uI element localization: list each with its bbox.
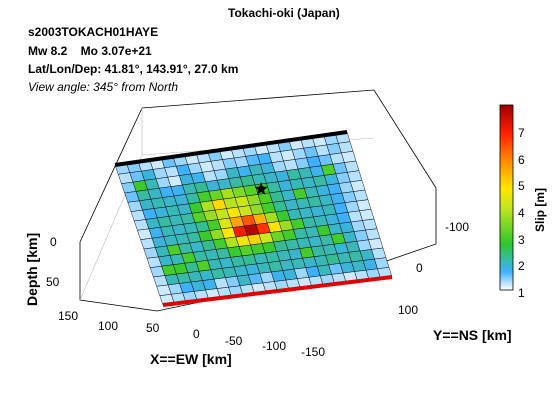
view-angle-line: View angle: 345° from North	[28, 80, 178, 94]
colorbar-tick-2: 2	[518, 259, 525, 273]
x-tick-50: 50	[146, 321, 160, 335]
slip-grid	[114, 131, 393, 306]
magnitude-line: Mw 8.2 Mo 3.07e+21	[28, 44, 152, 58]
x-axis-ticks: 150 100 50 0 -50 -100 -150	[58, 309, 325, 359]
y-axis-ticks: -100 0 100	[398, 220, 469, 317]
colorbar-ticks: 1 2 3 4 5 6 7	[518, 126, 525, 300]
z-axis-label: Depth [km]	[24, 233, 40, 306]
colorbar-tick-6: 6	[518, 153, 525, 167]
colorbar	[499, 104, 514, 291]
y-tick-0: 0	[416, 261, 423, 275]
colorbar-tick-7: 7	[518, 126, 525, 140]
colorbar-tick-5: 5	[518, 179, 525, 193]
x-tick-150: 150	[58, 309, 78, 323]
x-axis-label: X==EW [km]	[150, 351, 232, 367]
x-tick-neg100: -100	[262, 339, 286, 353]
colorbar-tick-3: 3	[518, 233, 525, 247]
x-tick-neg150: -150	[301, 345, 325, 359]
fault-top-edge	[114, 130, 348, 167]
location-line: Lat/Lon/Dep: 41.81°, 143.91°, 27.0 km	[28, 62, 239, 76]
z-tick-0: 0	[50, 235, 57, 249]
colorbar-tick-4: 4	[518, 206, 525, 220]
y-tick-100: 100	[398, 303, 418, 317]
chart-title: Tokachi-oki (Japan)	[228, 6, 340, 20]
x-tick-100: 100	[98, 319, 118, 333]
y-axis-label: Y==NS [km]	[433, 327, 512, 343]
colorbar-label: Slip [m]	[533, 188, 547, 232]
z-axis-ticks: 0 50	[46, 235, 60, 289]
fault-bottom-edge	[162, 275, 393, 307]
hypocenter-star-icon	[254, 182, 268, 195]
event-id: s2003TOKACH01HAYE	[28, 25, 159, 39]
y-tick-neg100: -100	[445, 220, 469, 234]
x-tick-neg50: -50	[225, 334, 243, 348]
colorbar-tick-1: 1	[518, 286, 525, 300]
z-tick-50: 50	[46, 275, 60, 289]
x-tick-0: 0	[193, 327, 200, 341]
